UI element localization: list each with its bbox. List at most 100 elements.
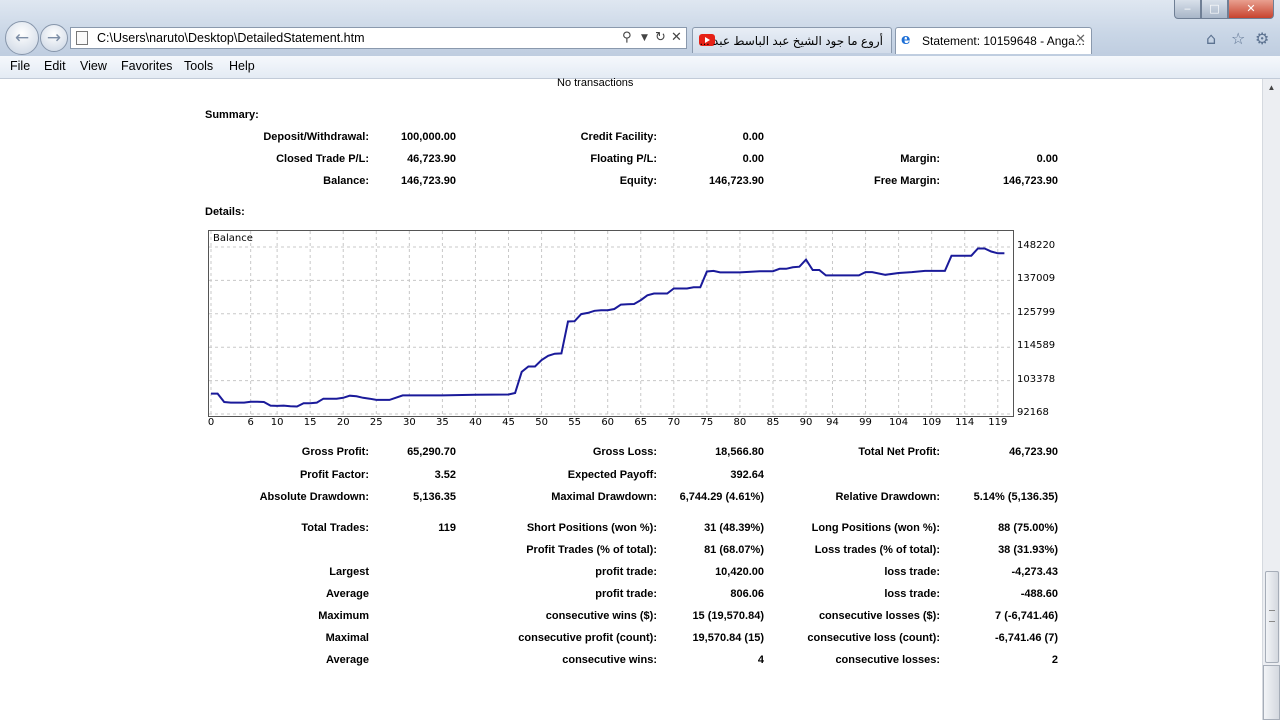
x-tick-label: 90 <box>799 417 813 428</box>
detail-label: Absolute Drawdown: <box>259 491 369 503</box>
grip-icon <box>1269 610 1275 622</box>
detail-label: Average <box>325 588 369 600</box>
page-icon <box>76 31 88 45</box>
gear-icon[interactable]: ⚙ <box>1255 29 1270 48</box>
summary-value: 146,723.90 <box>708 175 764 187</box>
summary-value: 100,000.00 <box>400 131 456 143</box>
address-url[interactable]: C:\Users\naruto\Desktop\DetailedStatemen… <box>97 31 365 45</box>
minimize-button[interactable]: ‒ <box>1174 0 1201 19</box>
y-tick-label: 125799 <box>1017 306 1056 318</box>
detail-value: 18,566.80 <box>715 446 764 458</box>
forward-button[interactable]: → <box>40 24 68 52</box>
summary-value: 0.00 <box>742 131 764 143</box>
detail-label: Relative Drawdown: <box>835 491 940 503</box>
detail-label: Maximal <box>325 632 369 644</box>
balance-chart: Balance <box>208 230 1014 417</box>
maximize-button[interactable]: □ <box>1201 0 1228 19</box>
x-tick-label: 15 <box>303 417 317 428</box>
x-tick-label: 10 <box>270 417 284 428</box>
detail-label: loss trade: <box>884 588 940 600</box>
detail-value: 88 (75.00%) <box>998 522 1058 534</box>
x-tick-label: 6 <box>247 417 254 428</box>
summary-label: Free Margin: <box>873 175 940 187</box>
balance-chart-svg <box>209 231 1013 416</box>
scrollbar-thumb[interactable] <box>1265 571 1279 663</box>
detail-label: Gross Profit: <box>301 446 369 458</box>
address-bar[interactable]: C:\Users\naruto\Desktop\DetailedStatemen… <box>70 27 687 49</box>
detail-value: -488.60 <box>1020 588 1058 600</box>
y-tick-label: 114589 <box>1017 340 1056 352</box>
menu-file[interactable]: File <box>10 59 31 73</box>
x-tick-label: 20 <box>336 417 350 428</box>
menu-help[interactable]: Help <box>229 59 255 73</box>
detail-label: consecutive loss (count): <box>807 632 940 644</box>
chart-title: Balance <box>213 233 253 244</box>
detail-label: Profit Trades (% of total): <box>526 544 657 556</box>
details-title: Details: <box>205 206 245 218</box>
favorites-star-icon[interactable]: ☆ <box>1231 29 1246 48</box>
detail-value: 4 <box>757 654 764 666</box>
menu-view[interactable]: View <box>80 59 107 73</box>
detail-label: Expected Payoff: <box>567 469 657 481</box>
tab-title: Statement: 10159648 - Anga... <box>922 34 1085 48</box>
menu-bar: File Edit View Favorites Tools Help <box>0 56 1280 79</box>
x-tick-label: 30 <box>402 417 416 428</box>
stop-icon[interactable]: ✕ <box>671 30 682 45</box>
chevron-down-icon[interactable]: ▼ <box>641 33 648 43</box>
detail-label: Long Positions (won %): <box>811 522 940 534</box>
x-tick-label: 50 <box>535 417 548 428</box>
scroll-down-icon[interactable] <box>1263 665 1280 720</box>
detail-value: 392.64 <box>730 469 764 481</box>
y-tick-label: 92168 <box>1017 407 1049 418</box>
x-tick-label: 25 <box>369 417 383 428</box>
arrow-right-icon: → <box>46 28 62 48</box>
tab-title: أروع ما جود الشيخ عبد الباسط عبد ... <box>699 34 883 48</box>
tab-statement[interactable]: e Statement: 10159648 - Anga... ✕ <box>895 27 1092 54</box>
y-tick-label: 103378 <box>1017 373 1056 385</box>
detail-value: 10,420.00 <box>715 566 764 578</box>
detail-value: 3.52 <box>434 469 456 481</box>
x-tick-label: 55 <box>568 417 581 428</box>
refresh-icon[interactable]: ↻ <box>655 30 666 45</box>
detail-label: Largest <box>329 566 369 578</box>
x-tick-label: 85 <box>766 417 780 428</box>
x-tick-label: 114 <box>955 417 975 428</box>
menu-tools[interactable]: Tools <box>184 59 214 73</box>
statement-content: No transactions Summary: Deposit/Withdra… <box>0 77 1263 720</box>
detail-label: consecutive profit (count): <box>518 632 657 644</box>
close-button[interactable]: ✕ <box>1228 0 1274 19</box>
detail-label: profit trade: <box>595 566 657 578</box>
detail-value: 46,723.90 <box>1009 446 1058 458</box>
summary-label: Margin: <box>900 153 940 165</box>
summary-value: 46,723.90 <box>407 153 456 165</box>
y-tick-label: 148220 <box>1017 240 1056 251</box>
x-tick-label: 75 <box>700 417 714 428</box>
ie-icon: e <box>901 30 911 48</box>
detail-value: -6,741.46 (7) <box>995 632 1058 644</box>
detail-value: 2 <box>1051 654 1058 666</box>
vertical-scrollbar[interactable]: ▲ <box>1262 79 1280 720</box>
detail-label: consecutive wins: <box>562 654 657 666</box>
back-button[interactable]: ← <box>5 21 39 55</box>
detail-value: 65,290.70 <box>407 446 456 458</box>
detail-value: 7 (-6,741.46) <box>995 610 1058 622</box>
tab-youtube[interactable]: أروع ما جود الشيخ عبد الباسط عبد ... <box>692 27 892 53</box>
detail-label: Gross Loss: <box>592 446 657 458</box>
detail-label: Total Net Profit: <box>858 446 940 458</box>
search-icon[interactable]: ⚲ <box>622 30 632 45</box>
x-tick-label: 0 <box>207 417 215 428</box>
x-tick-label: 99 <box>859 417 872 428</box>
window-controls: ‒ □ ✕ <box>1174 0 1274 19</box>
scroll-up-icon[interactable]: ▲ <box>1267 83 1276 92</box>
close-tab-icon[interactable]: ✕ <box>1075 32 1086 47</box>
menu-favorites[interactable]: Favorites <box>121 59 173 73</box>
detail-label: consecutive wins ($): <box>545 610 657 622</box>
home-icon[interactable]: ⌂ <box>1206 29 1217 48</box>
menu-edit[interactable]: Edit <box>44 59 66 73</box>
summary-label: Balance: <box>323 175 369 187</box>
balance-line <box>211 247 1005 408</box>
summary-label: Equity: <box>619 175 657 187</box>
detail-value: 5,136.35 <box>413 491 456 503</box>
x-tick-label: 104 <box>889 417 909 428</box>
detail-label: consecutive losses: <box>835 654 940 666</box>
